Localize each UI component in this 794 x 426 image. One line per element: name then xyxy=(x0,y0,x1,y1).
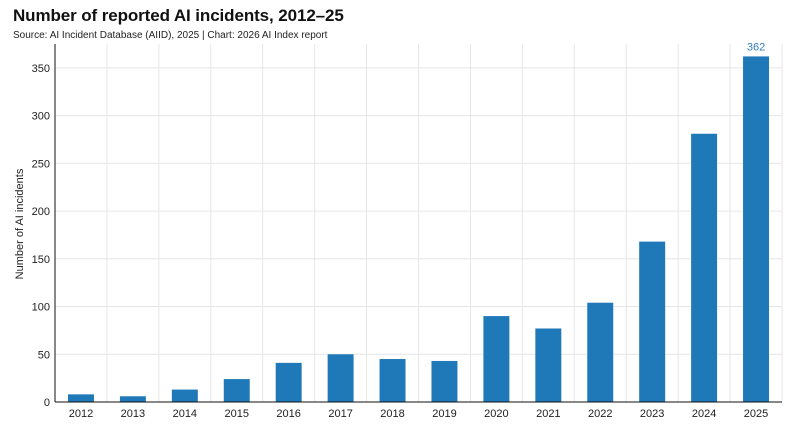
x-tick-label: 2017 xyxy=(328,408,352,420)
axes xyxy=(54,44,782,403)
data-label-2025: 362 xyxy=(747,41,765,53)
y-tick-label: 300 xyxy=(32,111,50,123)
y-tick-label: 200 xyxy=(32,206,50,218)
x-tick-label: 2023 xyxy=(640,408,664,420)
x-tick-label: 2019 xyxy=(432,408,456,420)
chart-title: Number of reported AI incidents, 2012–25 xyxy=(13,6,344,25)
bar-2015 xyxy=(223,379,250,402)
x-tick-label: 2024 xyxy=(692,408,716,420)
bar-2021 xyxy=(535,328,562,402)
y-tick-label: 0 xyxy=(44,397,50,409)
bar-2013 xyxy=(119,396,146,402)
x-tick-label: 2015 xyxy=(225,408,249,420)
x-tick-label: 2020 xyxy=(484,408,508,420)
bar-2018 xyxy=(379,359,406,402)
bar-2016 xyxy=(275,362,302,402)
x-tick-label: 2014 xyxy=(173,408,197,420)
y-tick-labels: 0 50 100 150 200 250 300 350 xyxy=(32,63,50,409)
bar-2024 xyxy=(691,133,718,403)
x-tick-label: 2016 xyxy=(276,408,300,420)
bar-2017 xyxy=(327,354,354,402)
bar-2020 xyxy=(483,316,510,402)
gridlines xyxy=(54,44,783,402)
y-tick-label: 50 xyxy=(38,349,50,361)
y-tick-label: 100 xyxy=(32,302,50,314)
y-tick-label: 250 xyxy=(32,158,50,170)
bars xyxy=(67,56,770,403)
x-tick-label: 2021 xyxy=(536,408,560,420)
data-labels: 362 xyxy=(747,41,765,53)
y-tick-label: 350 xyxy=(32,63,50,75)
bar-2025 xyxy=(743,56,770,402)
bar-2012 xyxy=(67,394,94,402)
x-tick-label: 2025 xyxy=(744,408,768,420)
chart-subtitle: Source: AI Incident Database (AIID), 202… xyxy=(13,30,328,41)
bar-2019 xyxy=(431,360,458,402)
y-axis-label: Number of AI incidents xyxy=(14,168,26,279)
x-tick-label: 2018 xyxy=(380,408,404,420)
y-tick-label: 150 xyxy=(32,254,50,266)
x-tick-label: 2012 xyxy=(69,408,93,420)
bar-2014 xyxy=(171,389,198,402)
bar-2023 xyxy=(639,241,666,402)
bar-2022 xyxy=(587,302,614,402)
x-tick-label: 2022 xyxy=(588,408,612,420)
x-tick-label: 2013 xyxy=(121,408,145,420)
x-tick-labels: 2012 2013 2014 2015 2016 2017 2018 2019 2020 2021… xyxy=(69,408,769,420)
